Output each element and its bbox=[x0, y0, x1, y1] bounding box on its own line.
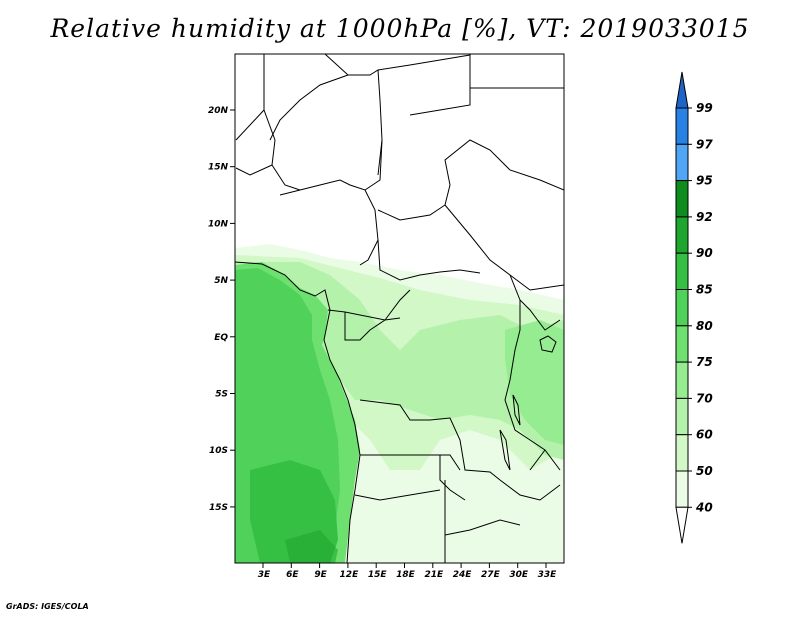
lat-tick-label: 15N bbox=[208, 163, 229, 173]
lon-tick-label: 15E bbox=[368, 570, 388, 580]
humidity-field bbox=[235, 244, 564, 563]
colorbar-cell bbox=[675, 107, 689, 145]
lon-tick-label: 27E bbox=[481, 570, 501, 580]
colorbar-cell bbox=[675, 470, 689, 508]
country-borders bbox=[235, 54, 564, 563]
colorbar-label: 70 bbox=[696, 391, 713, 405]
lon-tick-label: 21E bbox=[424, 570, 444, 580]
colorbar-label: 95 bbox=[696, 174, 713, 188]
lon-tick-label: 33E bbox=[538, 570, 558, 580]
colorbar: 99 97 95 92 90 85 80 75 70 60 50 40 bbox=[675, 71, 713, 544]
lon-tick-label: 12E bbox=[340, 570, 360, 580]
grads-credit: GrADS: IGES/COLA bbox=[6, 602, 89, 611]
plot-frame bbox=[234, 53, 565, 564]
colorbar-cell bbox=[675, 180, 689, 218]
lon-tick-label: 9E bbox=[314, 570, 327, 580]
colorbar-top-triangle bbox=[675, 71, 689, 109]
colorbar-cell bbox=[675, 289, 689, 327]
lat-tick-label: 20N bbox=[208, 106, 229, 116]
colorbar-label: 80 bbox=[696, 319, 713, 333]
colorbar-label: 99 bbox=[696, 101, 713, 115]
lat-tick-label: EQ bbox=[214, 333, 228, 343]
colorbar-cell bbox=[675, 252, 689, 290]
colorbar-label: 60 bbox=[696, 428, 713, 442]
colorbar-label: 40 bbox=[695, 500, 713, 514]
lon-tick-label: 6E bbox=[286, 570, 299, 580]
lat-tick-label: 10N bbox=[208, 219, 229, 229]
colorbar-label: 90 bbox=[696, 246, 713, 260]
colorbar-bottom-triangle bbox=[675, 506, 689, 544]
lat-tick-label: 15S bbox=[209, 503, 228, 513]
lon-tick-label: 30E bbox=[509, 570, 529, 580]
chart-title: Relative humidity at 1000hPa [%], VT: 20… bbox=[50, 14, 750, 43]
colorbar-label: 75 bbox=[696, 355, 713, 369]
colorbar-cell bbox=[675, 325, 689, 363]
colorbar-cell bbox=[675, 143, 689, 182]
lat-tick-label: 5N bbox=[214, 276, 228, 286]
lon-tick-label: 18E bbox=[396, 570, 416, 580]
colorbar-label: 97 bbox=[696, 137, 713, 151]
colorbar-cell bbox=[675, 361, 689, 399]
lon-tick-label: 24E bbox=[453, 570, 473, 580]
colorbar-cell bbox=[675, 397, 689, 436]
humidity-ocean-max bbox=[285, 530, 338, 563]
longitude-axis: 3E 6E 9E 12E 15E 18E 21E 24E 27E 30E 33E bbox=[258, 563, 557, 580]
lat-tick-label: 10S bbox=[209, 446, 228, 456]
colorbar-label: 85 bbox=[696, 283, 713, 297]
lakes bbox=[499, 335, 557, 471]
colorbar-label: 92 bbox=[696, 210, 713, 224]
lon-tick-label: 3E bbox=[258, 570, 271, 580]
latitude-axis: 20N 15N 10N 5N EQ 5S 10S 15S bbox=[208, 106, 235, 513]
colorbar-cell bbox=[675, 434, 689, 472]
colorbar-cell bbox=[675, 216, 689, 254]
lat-tick-label: 5S bbox=[215, 390, 228, 400]
colorbar-label: 50 bbox=[696, 464, 713, 478]
